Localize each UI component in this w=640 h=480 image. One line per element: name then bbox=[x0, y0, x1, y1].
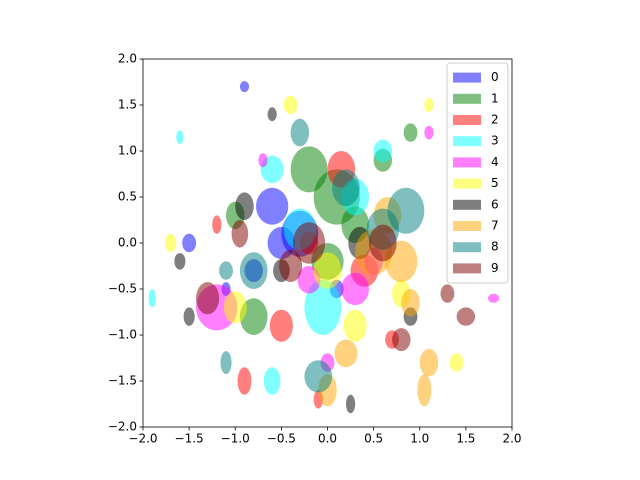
ellipse bbox=[403, 123, 418, 142]
ellipse bbox=[231, 220, 249, 248]
ellipse bbox=[313, 252, 342, 289]
legend-label: 5 bbox=[491, 176, 499, 190]
legend-label: 8 bbox=[491, 240, 499, 254]
ellipse bbox=[417, 374, 432, 407]
ellipse bbox=[283, 95, 298, 115]
ellipse bbox=[292, 222, 326, 264]
legend-label: 1 bbox=[491, 91, 499, 105]
legend-label: 2 bbox=[491, 113, 499, 127]
ellipse bbox=[343, 309, 367, 342]
legend-label: 4 bbox=[491, 155, 499, 169]
y-tick-label: −1.0 bbox=[108, 328, 137, 342]
x-tick-label: −1.5 bbox=[175, 432, 204, 446]
legend-swatch bbox=[453, 263, 481, 274]
legend-swatch bbox=[453, 93, 481, 104]
ellipse bbox=[176, 130, 184, 145]
ellipse bbox=[256, 187, 289, 225]
ellipse bbox=[263, 367, 281, 395]
x-tick-label: 2.0 bbox=[502, 432, 521, 446]
plot-area bbox=[148, 81, 500, 414]
ellipse bbox=[449, 353, 464, 372]
ellipse bbox=[373, 139, 393, 163]
ellipse bbox=[488, 293, 500, 303]
legend-swatch bbox=[453, 157, 481, 168]
ellipse bbox=[239, 81, 250, 93]
ellipse bbox=[392, 328, 411, 352]
ellipse bbox=[237, 367, 252, 395]
ellipse bbox=[239, 252, 268, 289]
ellipse bbox=[341, 272, 370, 306]
ellipse bbox=[212, 215, 222, 234]
y-tick-label: −1.5 bbox=[108, 374, 137, 388]
ellipse bbox=[424, 98, 434, 112]
y-tick-label: 0.5 bbox=[118, 190, 137, 204]
legend-swatch bbox=[453, 221, 481, 231]
y-tick-label: −0.5 bbox=[108, 282, 137, 296]
ellipse bbox=[401, 289, 420, 317]
ellipse bbox=[183, 307, 195, 326]
ellipse bbox=[174, 253, 186, 270]
legend-label: 3 bbox=[491, 134, 499, 148]
ellipse bbox=[334, 339, 358, 368]
ellipse bbox=[369, 224, 397, 262]
ellipse bbox=[219, 261, 233, 280]
legend-swatch bbox=[453, 178, 481, 189]
legend-swatch bbox=[453, 72, 481, 83]
ellipse bbox=[456, 307, 476, 326]
ellipse bbox=[258, 153, 268, 168]
legend-swatch bbox=[453, 242, 481, 253]
ellipse bbox=[267, 107, 277, 122]
ellipse bbox=[290, 118, 310, 147]
ellipse bbox=[304, 279, 342, 335]
ellipse bbox=[345, 394, 356, 414]
ellipse bbox=[148, 289, 156, 308]
y-tick-label: 0.0 bbox=[118, 236, 137, 250]
ellipse bbox=[223, 291, 247, 324]
ellipse bbox=[269, 309, 293, 342]
legend-label: 7 bbox=[491, 219, 499, 233]
x-tick-label: 0.0 bbox=[318, 432, 337, 446]
ellipse bbox=[332, 169, 360, 207]
legend-swatch bbox=[453, 136, 481, 147]
x-tick-label: 0.5 bbox=[364, 432, 383, 446]
x-tick-label: 1.5 bbox=[456, 432, 475, 446]
legend-swatch bbox=[453, 115, 481, 125]
y-tick-label: 1.0 bbox=[118, 144, 137, 158]
x-tick-label: −0.5 bbox=[267, 432, 296, 446]
ellipse bbox=[279, 249, 303, 283]
x-tick-label: −2.0 bbox=[128, 432, 157, 446]
ellipse bbox=[440, 284, 455, 303]
ellipse bbox=[196, 282, 220, 315]
ellipse bbox=[304, 360, 333, 393]
ellipse bbox=[419, 348, 439, 377]
legend-swatch bbox=[453, 199, 481, 210]
ellipse bbox=[424, 125, 434, 140]
legend-label: 0 bbox=[491, 70, 499, 84]
ellipse bbox=[235, 192, 254, 220]
y-tick-label: 2.0 bbox=[118, 52, 137, 66]
ellipse bbox=[220, 351, 232, 375]
y-tick-label: 1.5 bbox=[118, 98, 137, 112]
ellipse bbox=[165, 233, 177, 253]
ellipse bbox=[182, 233, 197, 253]
legend-label: 9 bbox=[491, 261, 499, 275]
y-tick-label: −2.0 bbox=[108, 420, 137, 434]
x-tick-label: 1.0 bbox=[410, 432, 429, 446]
legend-label: 6 bbox=[491, 197, 499, 211]
ellipse bbox=[290, 146, 328, 193]
x-tick-label: −1.0 bbox=[221, 432, 250, 446]
